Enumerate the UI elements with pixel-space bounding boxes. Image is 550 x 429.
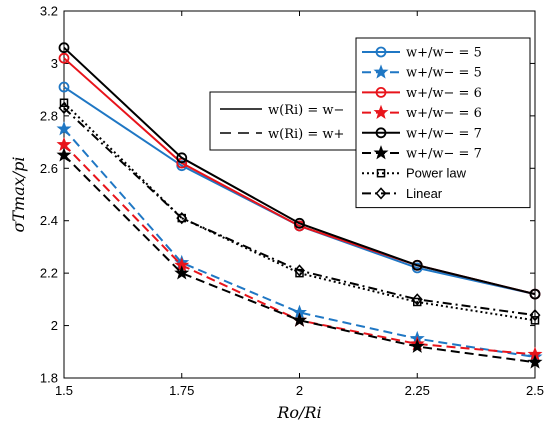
x-axis-label: Ro/Ri xyxy=(276,403,321,422)
y-tick-label: 1.8 xyxy=(40,371,58,386)
data-point xyxy=(58,52,70,64)
legend-marker xyxy=(373,104,389,119)
legend-marker xyxy=(375,46,387,58)
legend-label: Linear xyxy=(406,186,443,201)
data-point xyxy=(411,259,423,271)
data-point xyxy=(56,147,72,162)
series-line xyxy=(63,102,536,322)
legend-secondary-box xyxy=(209,91,371,151)
series-layer xyxy=(56,42,543,369)
legend-label: w+/w− = 7 xyxy=(406,126,482,141)
data-point xyxy=(292,312,307,327)
data-point xyxy=(58,81,70,93)
legend-secondary-label: w(Ri) = w+ xyxy=(268,127,344,142)
data-point xyxy=(176,152,188,164)
x-tick-label: 1.75 xyxy=(169,383,194,398)
legend-secondary-label: w(Ri) = w− xyxy=(268,103,344,118)
x-tick-label: 2.5 xyxy=(526,383,544,398)
data-point xyxy=(58,101,70,115)
legend-marker xyxy=(373,64,389,79)
y-tick-label: 2.6 xyxy=(40,161,58,176)
legend-label: w+/w− = 6 xyxy=(406,106,482,121)
data-point xyxy=(530,316,540,325)
legend-label: w+/w− = 5 xyxy=(406,46,482,61)
y-tick-label: 2 xyxy=(51,318,58,333)
series-line xyxy=(63,154,536,364)
series-line xyxy=(63,46,536,296)
legend-label: w+/w− = 5 xyxy=(406,66,482,81)
y-tick-label: 3.2 xyxy=(40,4,58,19)
series-line xyxy=(63,128,536,359)
data-point xyxy=(293,264,306,277)
legend-label: Power law xyxy=(406,166,467,181)
data-point xyxy=(294,217,305,229)
axis-labels: Ro/Ri σTmax/pi xyxy=(9,156,322,422)
data-point xyxy=(413,297,422,307)
y-tick-label: 2.2 xyxy=(40,266,58,281)
data-point xyxy=(176,211,188,225)
data-point xyxy=(174,265,190,280)
series-line xyxy=(63,107,536,317)
legend-marker xyxy=(375,87,387,98)
y-tick-label: 2.4 xyxy=(40,213,58,228)
legend-box xyxy=(355,37,531,209)
series-4 xyxy=(58,42,541,300)
legend-label: w+/w− = 6 xyxy=(406,86,482,101)
y-tick-label: 3 xyxy=(51,56,58,71)
data-point xyxy=(529,308,541,322)
legend-secondary: w(Ri) = w− w(Ri) = w+ xyxy=(209,91,371,151)
data-point xyxy=(56,121,72,136)
series-5 xyxy=(56,147,543,369)
data-point xyxy=(411,293,423,306)
data-point xyxy=(59,98,69,107)
legend-marker xyxy=(375,187,387,200)
series-7 xyxy=(58,101,541,322)
x-tick-label: 2.25 xyxy=(405,383,430,398)
data-point xyxy=(409,338,425,353)
legend-marker xyxy=(376,168,386,178)
legend-label: w+/w− = 7 xyxy=(406,147,482,162)
data-point xyxy=(527,354,543,369)
legend-main: w+/w− = 5 w+/w− = 5 w+/w− = 6 w+/w− = 6 w+/w… xyxy=(355,37,531,209)
legend-marker xyxy=(375,127,387,139)
x-tick-label: 1.5 xyxy=(55,383,73,398)
legend-marker xyxy=(373,145,389,160)
y-axis-label: σTmax/pi xyxy=(9,156,28,232)
data-point xyxy=(58,42,70,54)
y-tick-label: 2.8 xyxy=(40,108,58,123)
x-tick-label: 2 xyxy=(296,383,303,398)
data-point xyxy=(529,288,541,300)
